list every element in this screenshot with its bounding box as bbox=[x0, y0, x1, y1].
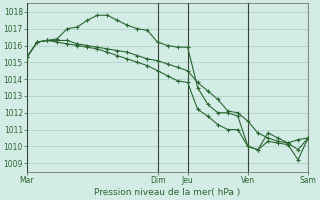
X-axis label: Pression niveau de la mer( hPa ): Pression niveau de la mer( hPa ) bbox=[94, 188, 241, 197]
